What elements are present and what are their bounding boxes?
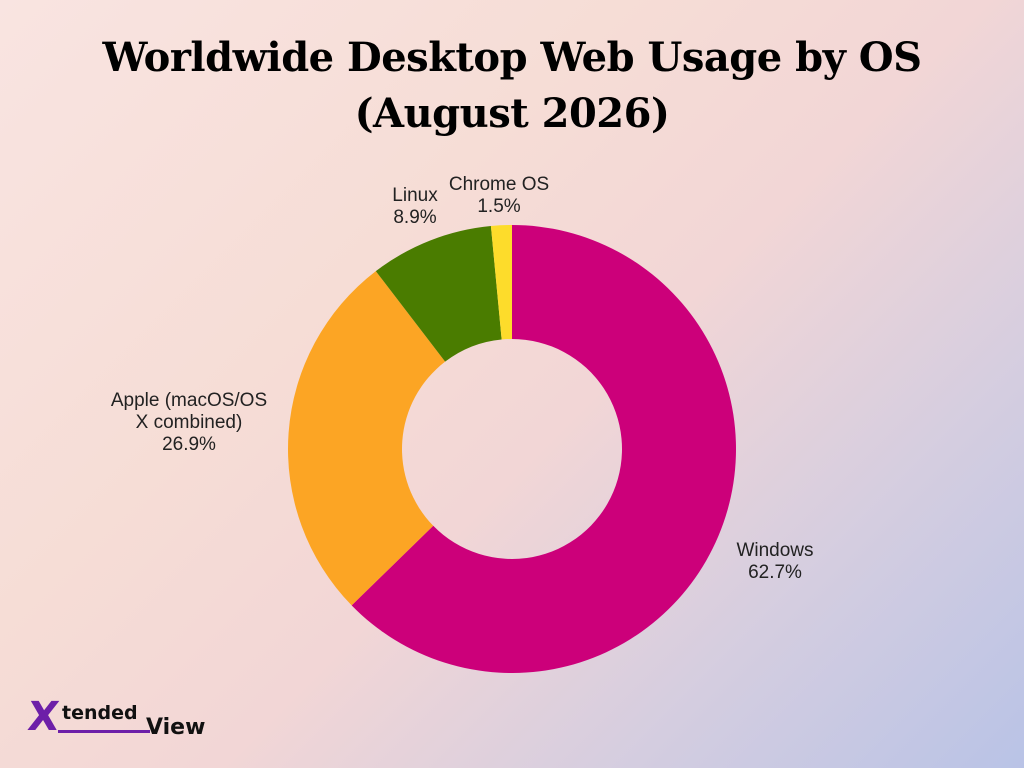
slice-label-linux: Linux (392, 185, 438, 206)
chart-title-line-2: (August 2026) (354, 90, 670, 137)
logo-text-view: View (146, 715, 206, 740)
slice-label-apple-macos-os-x-combined: X combined) (136, 412, 243, 433)
slice-value-chrome-os: 1.5% (477, 196, 520, 217)
slice-label-chrome-os: Chrome OS (449, 174, 549, 195)
logo-text-tended: tended (62, 702, 138, 724)
donut-slice-apple-macos-os-x-combined (288, 271, 446, 606)
logo-underline (58, 730, 150, 733)
slice-value-apple-macos-os-x-combined: 26.9% (162, 434, 216, 455)
slice-label-apple-macos-os-x-combined: Apple (macOS/OS (111, 390, 267, 411)
xtendedview-logo: X tended View (26, 694, 228, 744)
donut-slice-windows (351, 225, 736, 673)
chart-title: Worldwide Desktop Web Usage by OS (Augus… (0, 30, 1024, 142)
donut-slice-chrome-os (490, 225, 512, 340)
slice-value-windows: 62.7% (748, 562, 802, 583)
chart-title-line-1: Worldwide Desktop Web Usage by OS (102, 34, 922, 81)
slice-label-windows: Windows (736, 540, 813, 561)
logo-x-mark: X (25, 694, 62, 740)
slice-value-linux: 8.9% (393, 207, 436, 228)
donut-slice-linux (375, 225, 502, 362)
